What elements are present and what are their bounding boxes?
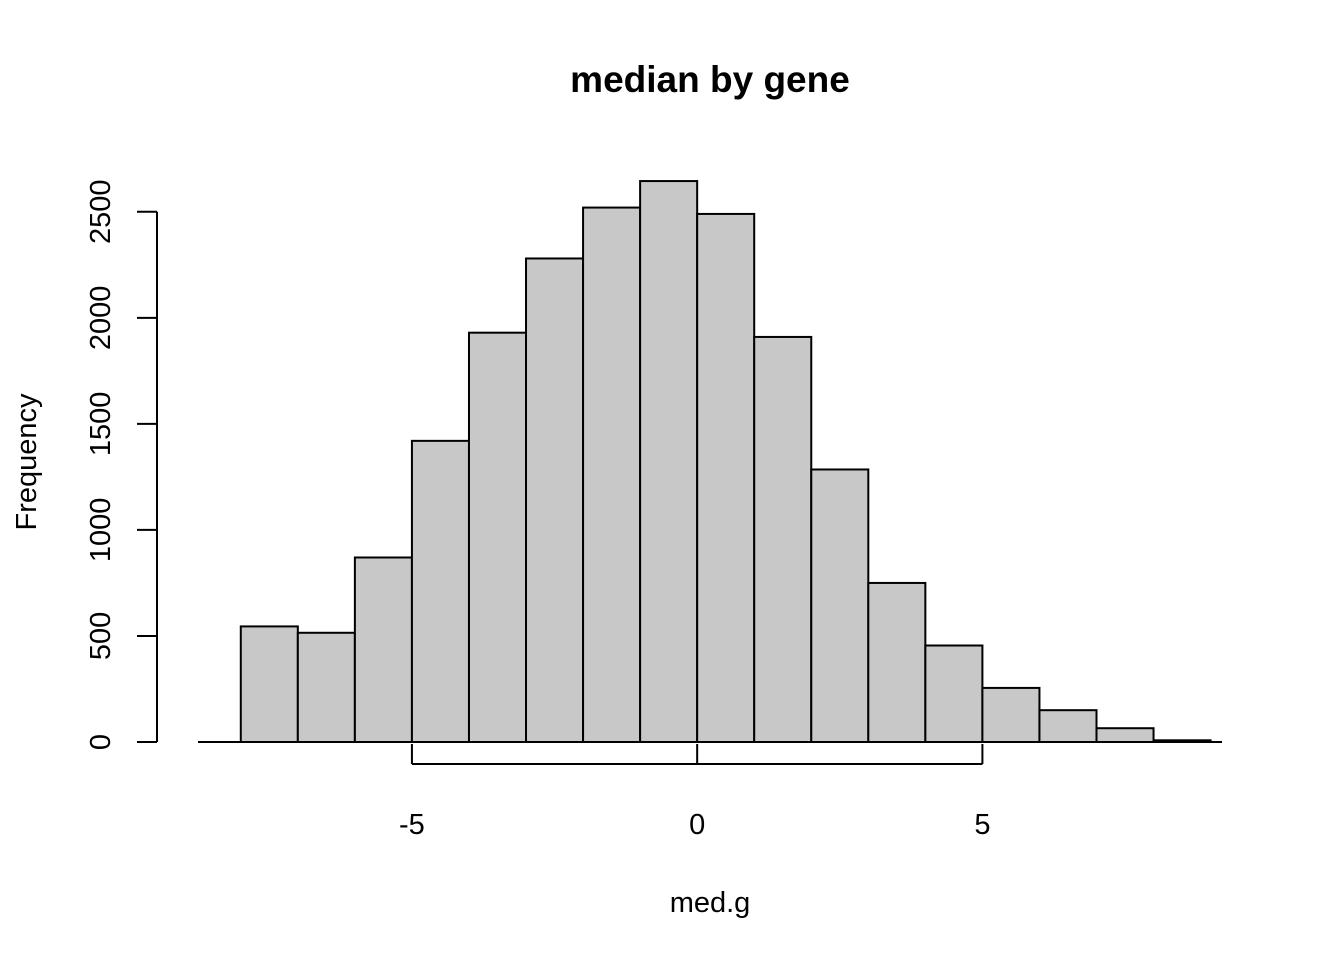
histogram-bar [639,180,699,744]
y-tick-label: 2000 [85,286,117,351]
histogram-bar [525,257,585,743]
histogram-bar [239,625,299,744]
histogram-bars [239,180,1212,744]
chart-title: median by gene [570,59,850,100]
y-tick-label: 1500 [85,392,117,457]
x-axis-label: med.g [670,887,751,919]
y-axis: 0 500 1000 1500 2000 2500 [85,180,158,750]
histogram-bar [1038,709,1098,743]
x-axis: -5 0 5 [399,744,990,841]
histogram-bar [867,581,927,744]
histogram-bar [296,631,356,743]
y-tick-label: 1000 [85,498,117,563]
histogram-bar [753,335,813,743]
histogram-bar [696,212,756,743]
histogram-bar [924,644,984,744]
histogram-bar [582,206,642,743]
y-tick-label: 500 [85,612,117,660]
y-axis-label: Frequency [11,393,43,531]
y-tick-label: 2500 [85,180,117,245]
histogram-bar [981,686,1041,744]
histogram-bar [410,439,470,743]
x-tick-label: 0 [689,809,705,841]
histogram-bar [1095,727,1155,743]
y-tick-label: 0 [85,734,117,750]
x-tick-label: 5 [974,809,990,841]
x-tick-label: -5 [399,809,425,841]
histogram-bar [467,331,528,743]
histogram-bar [353,556,413,743]
histogram-bar [810,468,870,743]
